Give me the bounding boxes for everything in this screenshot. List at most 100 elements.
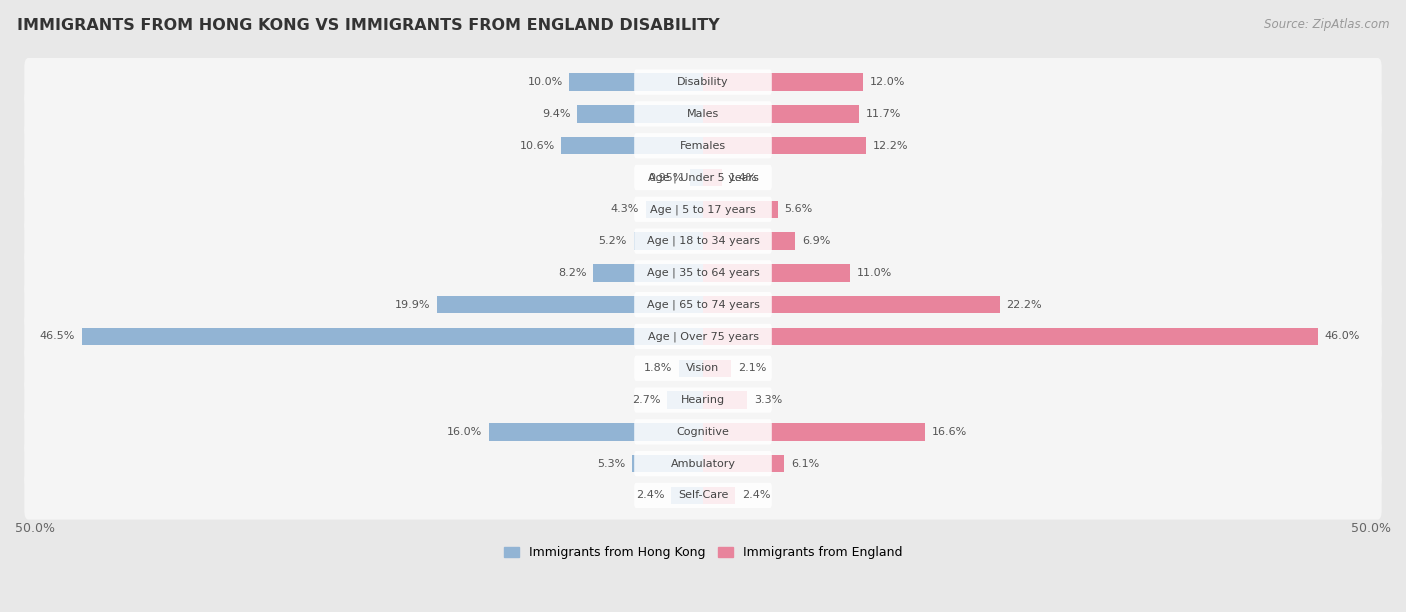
Text: 11.0%: 11.0%	[856, 268, 891, 278]
FancyBboxPatch shape	[24, 344, 1382, 392]
FancyBboxPatch shape	[634, 292, 772, 317]
Text: 10.0%: 10.0%	[527, 77, 562, 87]
FancyBboxPatch shape	[634, 70, 772, 95]
Text: 4.3%: 4.3%	[610, 204, 638, 214]
FancyBboxPatch shape	[24, 376, 1382, 424]
Bar	[671, 487, 703, 504]
Text: 3.3%: 3.3%	[754, 395, 782, 405]
Bar	[703, 137, 866, 154]
Text: 11.7%: 11.7%	[866, 109, 901, 119]
FancyBboxPatch shape	[24, 154, 1382, 202]
Bar	[561, 137, 703, 154]
Bar	[703, 73, 863, 91]
FancyBboxPatch shape	[24, 217, 1382, 265]
FancyBboxPatch shape	[634, 324, 772, 349]
Bar	[437, 296, 703, 313]
Bar	[703, 487, 735, 504]
FancyBboxPatch shape	[24, 471, 1382, 520]
FancyBboxPatch shape	[24, 312, 1382, 360]
Text: Males: Males	[688, 109, 718, 119]
Bar	[703, 359, 731, 377]
Bar	[679, 359, 703, 377]
Bar	[703, 455, 785, 472]
Text: 10.6%: 10.6%	[519, 141, 555, 151]
FancyBboxPatch shape	[634, 356, 772, 381]
FancyBboxPatch shape	[24, 58, 1382, 106]
FancyBboxPatch shape	[24, 408, 1382, 456]
Text: Age | 65 to 74 years: Age | 65 to 74 years	[647, 299, 759, 310]
Bar	[578, 105, 703, 122]
Bar	[703, 264, 851, 282]
Text: 5.2%: 5.2%	[599, 236, 627, 246]
Text: Hearing: Hearing	[681, 395, 725, 405]
Text: Age | 18 to 34 years: Age | 18 to 34 years	[647, 236, 759, 247]
FancyBboxPatch shape	[24, 248, 1382, 297]
Bar	[703, 423, 925, 441]
Text: 22.2%: 22.2%	[1007, 300, 1042, 310]
FancyBboxPatch shape	[24, 122, 1382, 170]
Bar	[703, 169, 721, 186]
Text: 1.4%: 1.4%	[728, 173, 756, 182]
Text: 2.4%: 2.4%	[636, 490, 664, 501]
FancyBboxPatch shape	[634, 196, 772, 222]
Text: Females: Females	[681, 141, 725, 151]
FancyBboxPatch shape	[634, 419, 772, 444]
Bar	[634, 233, 703, 250]
Bar	[593, 264, 703, 282]
FancyBboxPatch shape	[634, 101, 772, 127]
Legend: Immigrants from Hong Kong, Immigrants from England: Immigrants from Hong Kong, Immigrants fr…	[499, 542, 907, 564]
Bar	[569, 73, 703, 91]
FancyBboxPatch shape	[634, 483, 772, 508]
Text: Vision: Vision	[686, 364, 720, 373]
Bar	[645, 201, 703, 218]
FancyBboxPatch shape	[634, 165, 772, 190]
Bar	[703, 328, 1317, 345]
Text: 0.95%: 0.95%	[648, 173, 683, 182]
Bar	[703, 201, 778, 218]
FancyBboxPatch shape	[634, 451, 772, 476]
FancyBboxPatch shape	[634, 228, 772, 254]
Text: 9.4%: 9.4%	[543, 109, 571, 119]
Text: 16.0%: 16.0%	[447, 427, 482, 437]
Bar	[690, 169, 703, 186]
Text: 46.5%: 46.5%	[39, 332, 75, 341]
Text: 12.0%: 12.0%	[870, 77, 905, 87]
Bar	[703, 391, 747, 409]
Text: 5.3%: 5.3%	[598, 458, 626, 469]
Bar	[703, 233, 796, 250]
Bar	[666, 391, 703, 409]
FancyBboxPatch shape	[634, 387, 772, 412]
FancyBboxPatch shape	[24, 439, 1382, 488]
FancyBboxPatch shape	[24, 185, 1382, 233]
Text: Ambulatory: Ambulatory	[671, 458, 735, 469]
Bar	[703, 105, 859, 122]
FancyBboxPatch shape	[634, 133, 772, 159]
Text: 1.8%: 1.8%	[644, 364, 672, 373]
Text: 6.1%: 6.1%	[792, 458, 820, 469]
Bar	[703, 296, 1000, 313]
Text: Self-Care: Self-Care	[678, 490, 728, 501]
Text: 2.1%: 2.1%	[738, 364, 766, 373]
FancyBboxPatch shape	[634, 260, 772, 286]
Text: 2.7%: 2.7%	[631, 395, 661, 405]
Text: Age | 35 to 64 years: Age | 35 to 64 years	[647, 267, 759, 278]
Text: Cognitive: Cognitive	[676, 427, 730, 437]
Text: 6.9%: 6.9%	[801, 236, 830, 246]
Text: Age | 5 to 17 years: Age | 5 to 17 years	[650, 204, 756, 215]
Bar	[633, 455, 703, 472]
Text: 5.6%: 5.6%	[785, 204, 813, 214]
Text: 2.4%: 2.4%	[742, 490, 770, 501]
Text: Disability: Disability	[678, 77, 728, 87]
Text: 19.9%: 19.9%	[395, 300, 430, 310]
FancyBboxPatch shape	[24, 90, 1382, 138]
Text: 12.2%: 12.2%	[873, 141, 908, 151]
Text: 16.6%: 16.6%	[931, 427, 967, 437]
FancyBboxPatch shape	[24, 280, 1382, 329]
Text: Age | Over 75 years: Age | Over 75 years	[648, 331, 758, 341]
Text: Source: ZipAtlas.com: Source: ZipAtlas.com	[1264, 18, 1389, 31]
Bar	[82, 328, 703, 345]
Text: 46.0%: 46.0%	[1324, 332, 1360, 341]
Text: Age | Under 5 years: Age | Under 5 years	[648, 172, 758, 183]
Text: IMMIGRANTS FROM HONG KONG VS IMMIGRANTS FROM ENGLAND DISABILITY: IMMIGRANTS FROM HONG KONG VS IMMIGRANTS …	[17, 18, 720, 34]
Text: 8.2%: 8.2%	[558, 268, 586, 278]
